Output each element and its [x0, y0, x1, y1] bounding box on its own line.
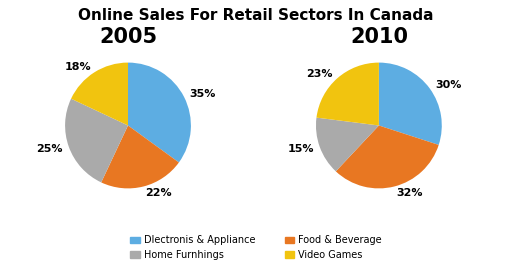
Wedge shape [101, 125, 179, 189]
Text: 22%: 22% [145, 187, 172, 198]
Text: 30%: 30% [435, 80, 461, 90]
Text: 32%: 32% [396, 187, 422, 198]
Wedge shape [316, 117, 379, 171]
Wedge shape [128, 62, 191, 162]
Wedge shape [71, 62, 128, 125]
Text: Online Sales For Retail Sectors In Canada: Online Sales For Retail Sectors In Canad… [78, 8, 434, 23]
Text: 15%: 15% [287, 144, 314, 154]
Wedge shape [336, 125, 439, 189]
Wedge shape [316, 62, 379, 125]
Text: 2010: 2010 [350, 27, 408, 47]
Wedge shape [379, 62, 442, 145]
Wedge shape [65, 99, 128, 182]
Text: 25%: 25% [36, 144, 63, 154]
Text: 35%: 35% [189, 89, 216, 99]
Text: 2005: 2005 [99, 27, 157, 47]
Text: 23%: 23% [307, 69, 333, 78]
Legend: Dlectronis & Appliance, Home Furnhings, Food & Beverage, Video Games: Dlectronis & Appliance, Home Furnhings, … [129, 233, 383, 262]
Text: 18%: 18% [65, 62, 91, 72]
